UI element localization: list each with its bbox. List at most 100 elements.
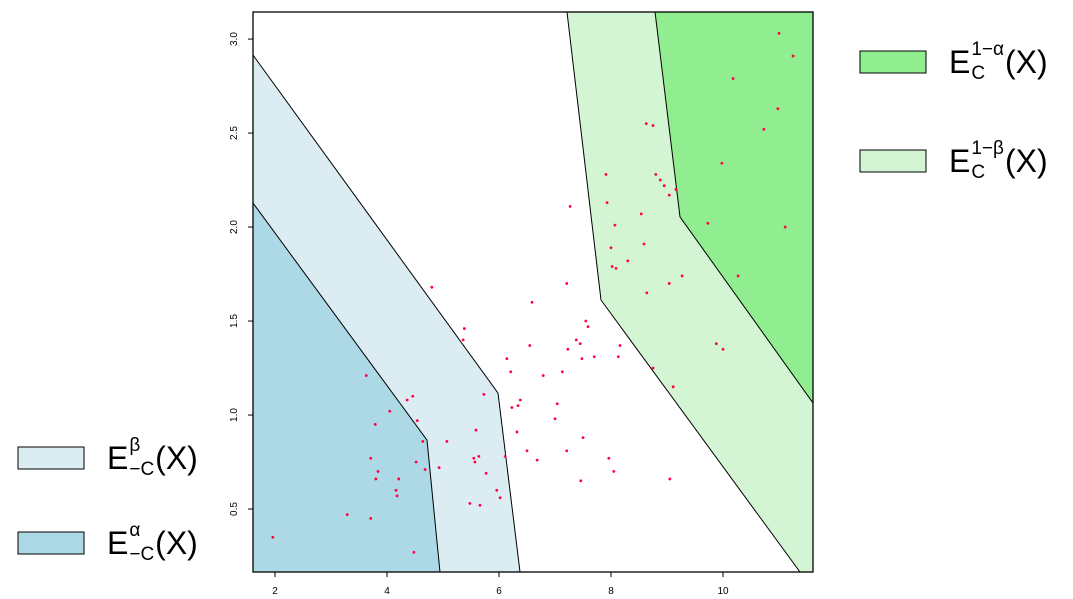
data-point xyxy=(667,193,671,197)
legend-base: E xyxy=(107,440,128,476)
data-point xyxy=(369,517,373,520)
legend-swatch xyxy=(17,446,85,470)
data-point xyxy=(271,535,275,539)
data-point xyxy=(411,394,415,398)
data-point xyxy=(468,501,472,505)
data-point xyxy=(430,285,434,289)
data-point xyxy=(535,458,539,462)
data-point xyxy=(662,184,666,188)
data-point xyxy=(644,122,648,126)
x-tick-label: 8 xyxy=(608,586,614,597)
data-point xyxy=(484,471,488,475)
data-point xyxy=(376,470,380,473)
legend-swatch xyxy=(859,50,927,74)
data-point xyxy=(607,456,611,460)
data-point xyxy=(473,460,477,464)
y-tick-label: 0.5 xyxy=(229,502,240,516)
data-point xyxy=(388,409,392,413)
data-point xyxy=(541,374,545,377)
data-point xyxy=(668,477,672,481)
legend-base: E xyxy=(949,143,970,179)
data-point xyxy=(445,439,449,443)
legend-arg: (X) xyxy=(155,525,198,561)
data-point xyxy=(721,347,725,351)
data-point xyxy=(565,449,569,453)
data-point xyxy=(639,212,643,216)
legend-arg: (X) xyxy=(1005,44,1048,80)
data-point xyxy=(667,282,671,285)
data-point xyxy=(671,385,675,389)
data-point xyxy=(423,468,427,471)
data-point xyxy=(651,124,655,127)
data-point xyxy=(783,225,787,229)
data-point xyxy=(478,503,482,507)
data-point xyxy=(472,456,476,460)
data-point xyxy=(503,454,507,458)
data-point xyxy=(616,355,620,359)
data-point xyxy=(680,274,684,278)
legend-sup: 1−β xyxy=(971,138,1004,159)
y-tick-label: 1.0 xyxy=(229,408,240,422)
data-point xyxy=(560,370,564,374)
y-tick-label: 1.5 xyxy=(229,314,240,328)
data-point xyxy=(369,456,373,460)
data-point xyxy=(574,338,578,342)
legend-arg: (X) xyxy=(1005,143,1048,179)
data-point xyxy=(516,404,520,408)
data-point xyxy=(674,188,678,191)
data-point xyxy=(495,488,499,492)
data-point xyxy=(565,282,569,285)
data-point xyxy=(736,274,740,278)
data-point xyxy=(586,325,590,329)
legend-sup: α xyxy=(129,520,140,541)
data-point xyxy=(651,366,655,370)
data-point xyxy=(614,267,618,270)
data-point xyxy=(791,54,795,58)
data-point xyxy=(528,344,532,347)
data-point xyxy=(509,370,513,374)
legend-sub: −C xyxy=(129,459,154,480)
data-point xyxy=(584,319,588,323)
data-point xyxy=(510,406,514,409)
data-point xyxy=(412,550,416,554)
data-point xyxy=(720,161,724,165)
data-point xyxy=(612,470,616,473)
data-point xyxy=(395,494,399,498)
data-point xyxy=(394,488,398,492)
data-point xyxy=(461,338,465,342)
data-point xyxy=(579,479,583,483)
plot-frame xyxy=(252,11,814,573)
data-point xyxy=(762,127,766,131)
y-tick-label: 2.5 xyxy=(229,126,240,140)
data-point xyxy=(474,428,478,432)
data-point xyxy=(654,173,658,176)
data-point xyxy=(568,204,572,208)
legend-sub: C xyxy=(971,63,985,84)
data-point xyxy=(604,173,608,176)
data-point xyxy=(397,477,401,481)
x-tick-label: 10 xyxy=(717,586,729,597)
x-tick-label: 4 xyxy=(384,586,390,597)
data-point xyxy=(592,355,596,359)
legend-sup: β xyxy=(129,435,140,456)
legend-base: E xyxy=(949,44,970,80)
data-point xyxy=(626,259,630,263)
data-point xyxy=(642,242,646,246)
data-point xyxy=(777,32,781,35)
data-point xyxy=(714,342,718,346)
data-point xyxy=(462,327,466,330)
data-point xyxy=(405,398,409,402)
data-point xyxy=(605,201,609,205)
data-point xyxy=(566,347,570,351)
data-point xyxy=(415,419,419,423)
data-point xyxy=(373,423,377,426)
data-point xyxy=(658,178,662,182)
data-point xyxy=(525,449,529,453)
legend-arg: (X) xyxy=(155,440,198,476)
legend-sub: −C xyxy=(129,544,154,565)
legend-swatch xyxy=(17,531,85,555)
data-point xyxy=(421,439,425,443)
data-point xyxy=(610,265,614,268)
region xyxy=(654,12,813,404)
